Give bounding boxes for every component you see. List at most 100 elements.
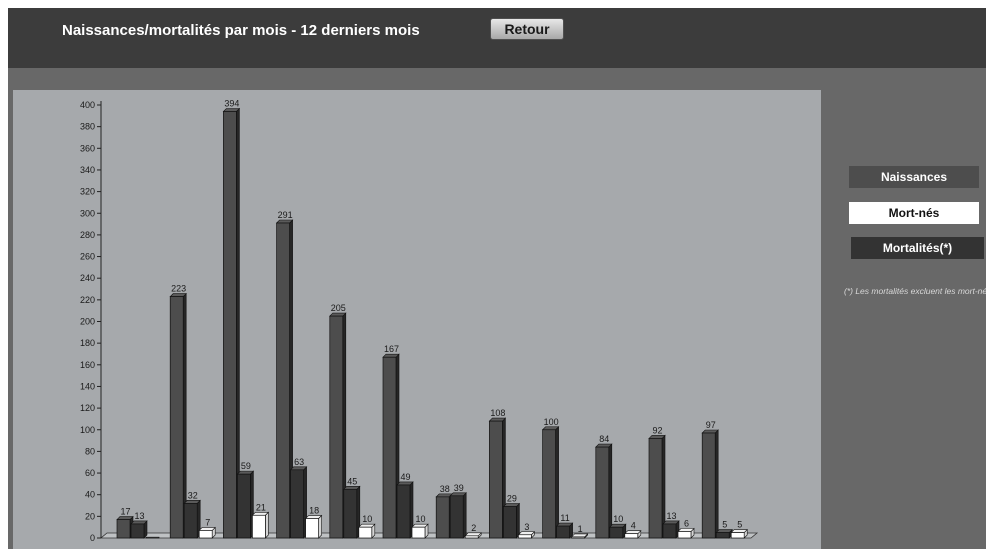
app-frame: Naissances/mortalités par mois - 12 dern… [8,8,986,549]
data-label-mort-nes: 5 [737,520,742,530]
y-tick-label: 320 [80,187,95,197]
bar-naissances [116,515,134,539]
bar-mort-nes [358,523,376,539]
bar-mortalites [343,485,361,539]
bar-naissances [648,434,666,539]
y-tick-label: 240 [80,273,95,283]
data-label-mortalites: 59 [241,461,251,471]
back-button[interactable]: Retour [490,18,564,40]
y-tick-label: 340 [80,165,95,175]
bar-naissances [435,493,453,539]
data-label-mort-nes: 2 [471,523,476,533]
bar-mortalites [236,470,255,539]
data-label-mort-nes: 6 [684,519,689,529]
bar-mortalites [502,502,521,539]
bar-mort-nes [145,536,160,539]
data-label-mort-nes: 3 [524,522,529,532]
bar-mortalites [662,520,680,539]
data-label-mortalites: 13 [134,511,144,521]
y-tick-label: 0 [90,533,95,543]
data-label-naissances: 394 [224,98,239,108]
bar-naissances [382,353,400,539]
data-label-mortalites: 11 [560,513,569,523]
data-label-naissances: 108 [490,408,505,418]
page-title: Naissances/mortalités par mois - 12 dern… [62,22,420,39]
bar-mortalites [609,523,627,539]
legend-mort-nes[interactable]: Mort-nés [849,202,979,224]
data-labels-group: 17 13223327394592129163182054510167491038… [120,98,742,533]
data-label-naissances: 92 [652,425,662,435]
bars-group [116,107,748,539]
bar-mortalites [183,499,201,539]
y-tick-label: 180 [80,338,95,348]
data-label-mortalites: 39 [454,483,464,493]
y-tick-label: 300 [80,208,95,218]
data-label-naissances: 17 [120,507,130,517]
bar-naissances [222,107,241,539]
data-label-naissances: 291 [278,210,293,220]
bar-mort-nes [517,531,536,539]
y-tick-label: 160 [80,360,95,370]
y-tick-label: 40 [85,490,95,500]
data-label-mortalites: 5 [722,520,727,530]
data-label-mortalites: 45 [347,476,357,486]
data-label-mort-nes: 10 [362,514,372,524]
bar-mortalites [555,522,574,539]
data-label-mort-nes: 21 [256,502,266,512]
bar-mortalites [715,528,733,539]
y-tick-label: 20 [85,511,95,521]
data-label-mort-nes: 18 [309,506,319,516]
bar-naissances [329,312,347,539]
y-tick-label: 60 [85,468,95,478]
y-tick-label: 120 [80,403,95,413]
legend-mortalites[interactable]: Mortalités(*) [851,237,984,259]
data-label-mort-nes: 10 [415,514,425,524]
data-label-mortalites: 13 [666,511,676,521]
y-tick-label: 380 [80,122,95,132]
data-label-mortalites: 63 [294,457,304,467]
bar-naissances [541,426,560,539]
data-label-naissances: 38 [440,484,450,494]
bar-naissances [488,417,507,539]
bar-mortalites [289,466,308,539]
bar-mort-nes [624,529,642,539]
chart-panel: 0 20 40 60 80 100 120 140 160 180 200 220 240 260 280 3… [13,90,821,549]
bar-mort-nes [570,533,589,539]
data-label-mort-nes: 7 [205,517,210,527]
bar-mort-nes [251,511,270,539]
data-label-mort-nes: 1 [578,524,583,534]
data-label-naissances: 167 [384,344,399,354]
data-label-mortalites: 32 [188,490,198,500]
data-label-naissances: 97 [706,420,716,430]
data-label-naissances: 223 [171,284,186,294]
data-label-naissances: 84 [599,434,609,444]
data-label-mortalites: 10 [613,514,623,524]
bar-mortalites [130,520,148,539]
y-tick-label: 220 [80,295,95,305]
footnote-text: (*) Les mortalités excluent les mort-nés [844,286,986,296]
y-tick-label: 100 [80,425,95,435]
y-tick-label: 260 [80,252,95,262]
bar-mort-nes [304,514,323,539]
bar-mort-nes [464,532,482,539]
bar-naissances [595,443,613,539]
header-bar: Naissances/mortalités par mois - 12 dern… [8,8,986,68]
y-tick-label: 400 [80,100,95,110]
bar-mort-nes [411,523,429,539]
data-label-naissances: 205 [331,303,346,313]
data-label-mortalites: 49 [400,472,410,482]
bar-naissances [701,429,719,539]
bar-mort-nes [677,527,695,539]
data-label-mortalites: 29 [507,494,517,504]
data-label-naissances: 100 [544,417,559,427]
bar-chart: 0 20 40 60 80 100 120 140 160 180 200 220 240 260 280 3… [80,98,759,543]
data-label-mort-nes: 4 [631,521,636,531]
bar-mortalites [449,492,467,539]
bar-naissances [275,219,294,539]
legend-naissances[interactable]: Naissances [849,166,979,188]
y-tick-label: 360 [80,143,95,153]
y-tick-label: 140 [80,381,95,391]
y-tick-label: 200 [80,317,95,327]
y-tick-label: 280 [80,230,95,240]
bar-naissances [169,292,187,539]
